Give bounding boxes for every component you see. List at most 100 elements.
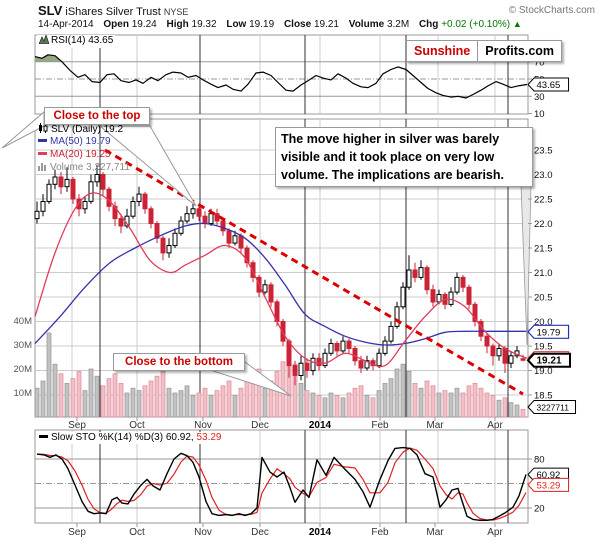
note-line-1: The move higher in silver was barely (281, 132, 500, 146)
price-legend-label: SLV (Daily) 19.2 (51, 124, 124, 135)
resistance-trendline (104, 148, 524, 396)
volume-legend-label: Volume 3,227,711 (50, 162, 130, 173)
price-axis-label: 19.0 (534, 366, 553, 377)
ma20-legend-label: MA(20) 19.25 (50, 149, 111, 160)
volume-legend-row: Volume 3,227,711 (38, 162, 130, 175)
candle-body (292, 365, 298, 376)
rsi-value-tag-text: 43.65 (537, 80, 561, 91)
price-legend-row: SLV (Daily) 19.2 (38, 123, 123, 137)
sto-k-tag-text: 60.92 (537, 470, 561, 481)
candle-body (412, 269, 418, 278)
last-price-tag-text: 19.21 (537, 356, 562, 367)
candle-body (448, 291, 454, 305)
volume-bar (424, 380, 430, 418)
price-axis-label: 22.0 (534, 219, 553, 230)
rsi-axis-label: 10 (534, 109, 545, 120)
candle-body (466, 286, 472, 305)
ma50-value-tag (527, 324, 570, 339)
month-label: Dec (251, 527, 269, 538)
candle-body (310, 357, 316, 372)
volume-bar (448, 392, 454, 418)
candle-body (82, 201, 88, 210)
candle-body (376, 352, 382, 367)
volume-bar (220, 385, 226, 418)
volume-bar (94, 375, 100, 418)
candle-body (400, 286, 406, 308)
volume-bar (142, 385, 148, 418)
price-axis-label: 19.5 (534, 342, 553, 353)
candle-body (496, 348, 502, 357)
price-axis-label: 18.5 (534, 391, 553, 402)
volume-bar (208, 395, 214, 418)
sto-axis-label: 80 (534, 455, 545, 466)
sto-legend-label: Slow STO %K(14) %D(3) (51, 432, 164, 443)
volume-bar (196, 392, 202, 418)
price-axis-label: 22.5 (534, 195, 553, 206)
volume-bar (88, 368, 94, 418)
candle-body (316, 357, 322, 367)
close-top-pointer-tail (98, 125, 197, 207)
sto-d-tag-text: 53.29 (537, 480, 561, 491)
rsi-axis-label: 30 (534, 92, 545, 103)
volume-bar (466, 385, 472, 418)
candle-body (406, 269, 412, 288)
month-label: Mar (426, 420, 444, 431)
volume-axis-label: 40M (14, 316, 33, 327)
candle-body (508, 355, 514, 364)
volume-bar (484, 392, 490, 418)
candle-body (364, 360, 370, 369)
volume-bar (340, 397, 346, 418)
candle-body (304, 362, 310, 372)
chart-header: SLV iShares Silver Trust NYSE (38, 3, 594, 18)
volume-bar (100, 385, 106, 418)
candle-body (394, 306, 400, 327)
volume-bar (520, 408, 526, 418)
volume-bar (136, 390, 142, 418)
volume-bar (226, 380, 232, 418)
rsi-legend-value: 43.65 (88, 35, 114, 46)
month-label: Nov (194, 420, 212, 431)
volume-bar (130, 387, 136, 418)
rsi-plot (34, 54, 528, 99)
candle-body (238, 235, 244, 249)
volume-bar (436, 392, 442, 418)
month-label: Oct (129, 420, 145, 431)
ma50-line (34, 222, 527, 346)
open-label: Open (103, 19, 129, 30)
month-label: 2014 (309, 420, 332, 431)
volume-bar (52, 363, 58, 418)
volume-bar (256, 368, 262, 418)
candle-body (244, 247, 250, 264)
quote-date: 14-Apr-2014 (38, 19, 94, 30)
ma50-legend-label: MA(50) 19.79 (50, 136, 111, 147)
candle-body (70, 178, 76, 200)
volume-bar (328, 392, 334, 418)
price-axis-label: 21.5 (534, 244, 553, 255)
candle-body (202, 215, 208, 224)
last-price-tag (526, 352, 571, 368)
volume-bar (244, 378, 250, 418)
candle-body (94, 174, 100, 183)
low-label: Low (226, 19, 247, 30)
volume-bar (370, 397, 376, 418)
candle-body (154, 223, 160, 239)
candle-body (34, 210, 40, 220)
ma20-legend-row: MA(20) 19.25 (38, 149, 111, 161)
close-label: Close (283, 19, 312, 30)
volume-bar (58, 373, 64, 418)
volume-bar (262, 387, 268, 418)
sto-d-tag (527, 477, 570, 492)
volume-bar (496, 399, 502, 418)
candle-body (262, 284, 268, 293)
price-axis: 23.5 23.0 22.5 22.0 21.5 21.0 20.5 20.0 19.5 19.0… (528, 146, 553, 402)
volume-bar (124, 392, 130, 418)
rsi-area-icon (38, 33, 50, 48)
volume-bar (214, 390, 220, 418)
price-axis-label: 21.0 (534, 268, 553, 279)
note-line-2: visible and it took place on very low (281, 150, 495, 164)
high-value: 19.32 (191, 19, 217, 30)
month-label: Sep (68, 420, 86, 431)
candle-body (520, 358, 526, 361)
volume-bar (178, 390, 184, 418)
candle-body (142, 193, 148, 210)
